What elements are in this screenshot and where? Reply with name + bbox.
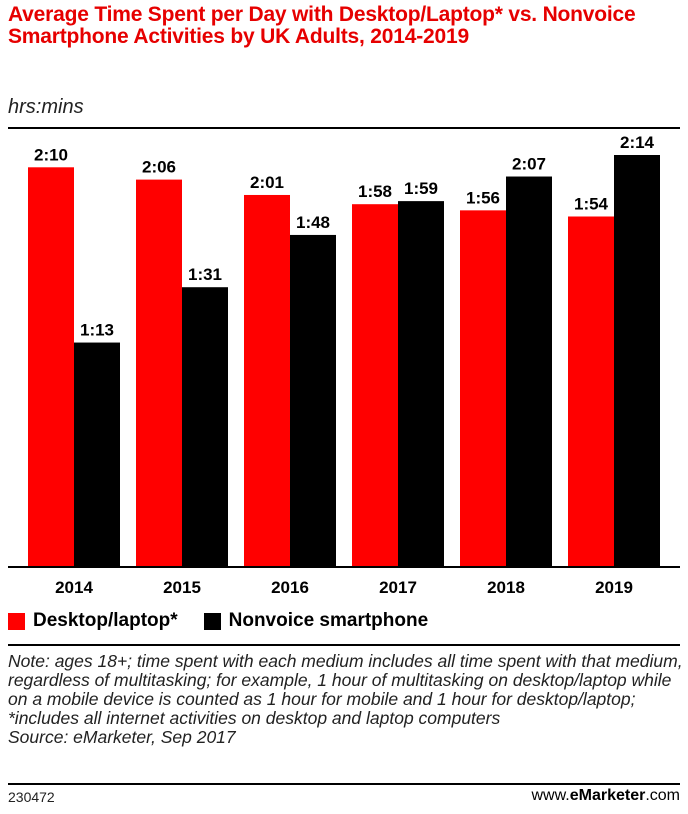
bar-smartphone-2018 (506, 176, 552, 567)
brand-name: eMarketer (569, 787, 646, 804)
footnote: Note: ages 18+; time spent with each med… (8, 652, 684, 747)
emarketer-logo[interactable]: www.eMarketer.com (531, 787, 680, 805)
chart-subtitle: hrs:mins (8, 96, 84, 118)
bar-desktop-2016 (244, 194, 290, 567)
legend-swatch-smartphone (203, 612, 221, 630)
bar-desktop-2019 (568, 216, 614, 567)
data-label-smartphone-2014: 1:13 (80, 321, 114, 340)
legend-rule (8, 644, 680, 646)
data-label-smartphone-2019: 2:14 (620, 133, 655, 152)
bar-desktop-2014 (28, 167, 74, 567)
bar-chart: 2:10 1:13 2014 2:06 1:31 2015 2:01 1:48 2016 1:58… (8, 133, 680, 597)
chart-title: Average Time Spent per Day with Desktop/… (8, 3, 636, 48)
legend-item-smartphone: Nonvoice smartphone (203, 610, 429, 632)
x-tick-label-2015: 2015 (163, 578, 201, 597)
data-label-desktop-2019: 1:54 (574, 194, 609, 213)
footer-rule (8, 783, 680, 785)
data-label-desktop-2018: 1:56 (466, 188, 500, 207)
bar-smartphone-2017 (398, 201, 444, 568)
bar-smartphone-2019 (614, 155, 660, 567)
data-label-desktop-2014: 2:10 (34, 145, 68, 164)
data-label-smartphone-2015: 1:31 (188, 265, 222, 284)
bar-desktop-2018 (460, 210, 506, 567)
x-tick-label-2017: 2017 (379, 578, 417, 597)
data-label-smartphone-2018: 2:07 (512, 155, 546, 174)
legend-swatch-desktop (8, 612, 25, 630)
bar-desktop-2015 (136, 179, 182, 567)
top-rule (8, 127, 680, 129)
bar-desktop-2017 (352, 204, 398, 567)
data-label-smartphone-2017: 1:59 (404, 179, 438, 198)
legend-item-desktop: Desktop/laptop* (8, 610, 178, 632)
legend-label-desktop: Desktop/laptop* (33, 610, 178, 631)
legend: Desktop/laptop* Nonvoice smartphone (8, 607, 428, 635)
data-label-smartphone-2016: 1:48 (296, 213, 330, 232)
note-text: Note: ages 18+; time spent with each med… (8, 651, 683, 728)
brand-suffix: .com (645, 787, 680, 804)
brand-prefix: www. (531, 787, 570, 804)
x-tick-label-2016: 2016 (271, 578, 309, 597)
data-label-desktop-2017: 1:58 (358, 182, 392, 201)
source-text: Source: eMarketer, Sep 2017 (8, 727, 236, 747)
x-tick-label-2018: 2018 (487, 578, 525, 597)
bar-smartphone-2016 (290, 234, 336, 567)
chart-id: 230472 (8, 789, 55, 805)
legend-label-smartphone: Nonvoice smartphone (228, 610, 429, 631)
data-label-desktop-2015: 2:06 (142, 158, 176, 177)
x-tick-label-2014: 2014 (55, 578, 93, 597)
data-label-desktop-2016: 2:01 (250, 173, 284, 192)
bar-smartphone-2015 (182, 287, 228, 567)
bar-smartphone-2014 (74, 342, 120, 567)
x-tick-label-2019: 2019 (595, 578, 633, 597)
